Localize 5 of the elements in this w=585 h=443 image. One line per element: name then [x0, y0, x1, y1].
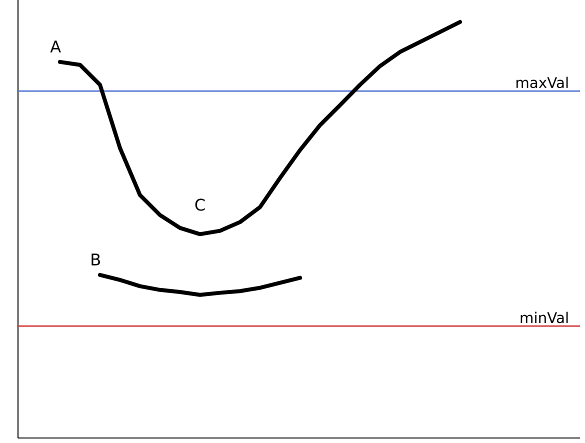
annotation: C: [195, 198, 205, 211]
ref-line-label: minVal: [520, 312, 568, 324]
series-label: A: [50, 40, 61, 52]
series-label: B: [92, 254, 100, 266]
ref-line-label: maxVal: [516, 76, 568, 88]
